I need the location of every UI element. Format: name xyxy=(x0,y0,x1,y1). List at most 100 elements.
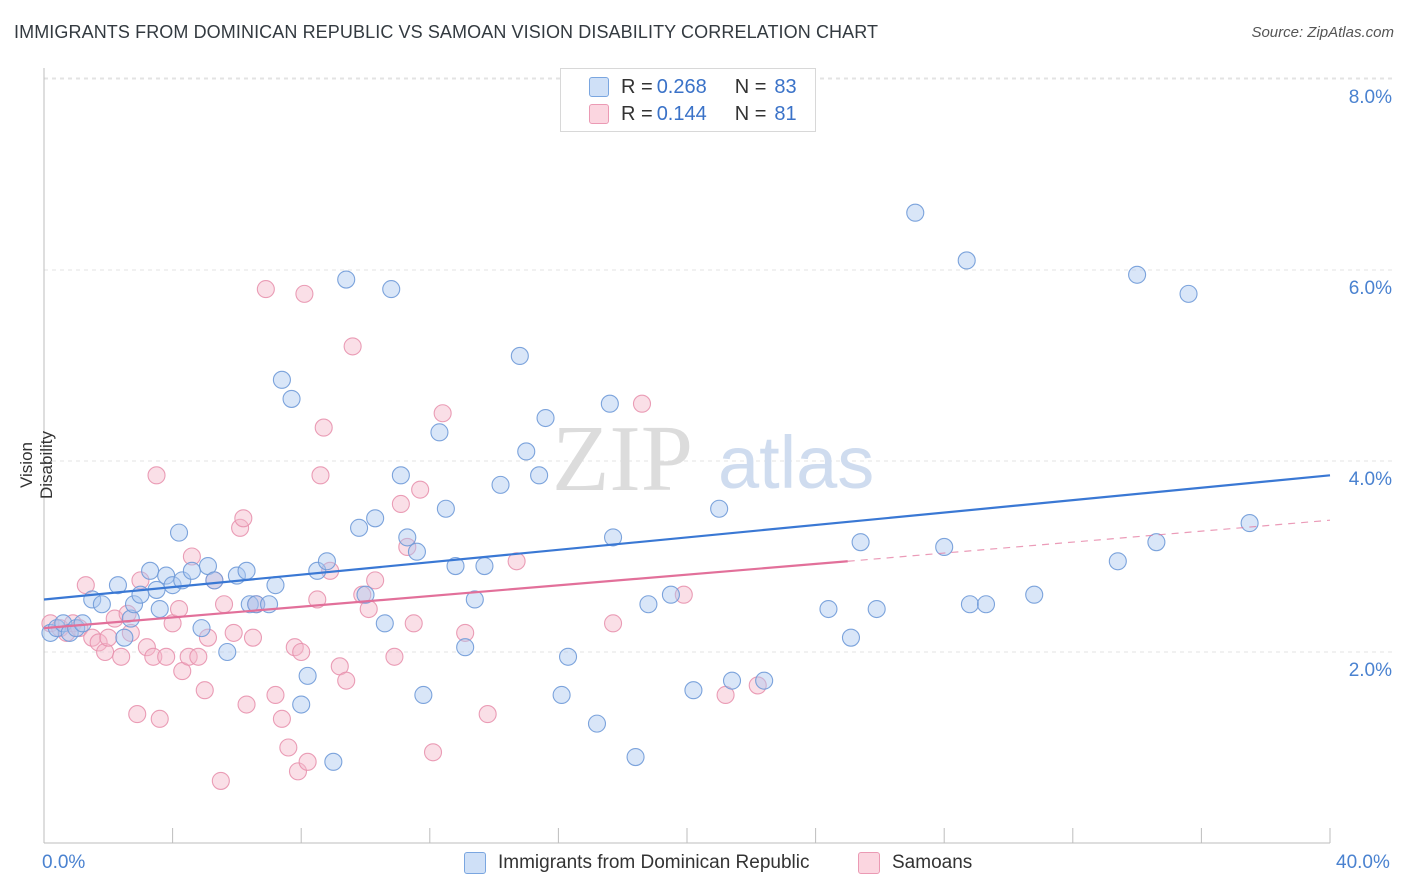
legend-row-dominican: R = 0.268 N = 83 xyxy=(589,75,797,99)
data-point xyxy=(192,619,211,638)
data-point xyxy=(366,509,385,528)
data-point xyxy=(1179,284,1198,303)
data-point xyxy=(195,681,214,700)
data-point xyxy=(295,284,314,303)
data-point xyxy=(112,647,131,666)
y-tick-4: 4.0% xyxy=(1348,469,1392,490)
data-point xyxy=(118,604,137,623)
data-point xyxy=(169,599,189,619)
data-point xyxy=(218,642,237,662)
data-point xyxy=(256,280,275,299)
watermark-atlas: atlas xyxy=(718,421,874,504)
data-point xyxy=(587,714,607,733)
data-point xyxy=(510,346,529,366)
data-point xyxy=(530,466,549,485)
data-point xyxy=(288,762,308,781)
data-point xyxy=(243,628,263,647)
data-point xyxy=(298,752,317,771)
data-point xyxy=(404,614,423,633)
legend-label: Samoans xyxy=(892,852,973,873)
data-point xyxy=(1128,265,1147,284)
y-tick-2: 2.0% xyxy=(1348,660,1392,681)
data-point xyxy=(169,523,189,542)
data-point xyxy=(308,590,327,609)
data-point xyxy=(214,595,234,614)
r-value: 0.144 xyxy=(656,102,707,125)
trend-line-dominican xyxy=(43,474,1331,601)
data-point xyxy=(324,752,343,771)
data-point xyxy=(604,528,623,547)
data-point xyxy=(272,709,291,728)
data-point xyxy=(240,595,259,614)
data-point xyxy=(1147,533,1166,552)
data-point xyxy=(475,556,494,576)
data-point xyxy=(150,709,169,728)
data-point xyxy=(179,647,198,666)
data-point xyxy=(867,599,886,619)
data-point xyxy=(141,561,160,580)
data-point xyxy=(398,537,417,557)
data-point xyxy=(430,423,449,442)
data-point xyxy=(343,337,362,356)
data-point xyxy=(465,590,484,609)
data-point xyxy=(423,743,443,762)
data-point xyxy=(491,475,510,494)
data-point xyxy=(292,642,311,662)
data-point xyxy=(198,628,218,647)
legend-row-samoans: R = 0.144 N = 81 xyxy=(589,102,797,126)
data-point xyxy=(237,695,256,714)
data-point xyxy=(211,771,230,790)
data-point xyxy=(311,466,330,485)
data-point xyxy=(841,628,861,647)
axes xyxy=(43,68,1331,844)
data-point xyxy=(819,599,838,619)
legend-swatch-blue xyxy=(464,852,486,874)
data-point xyxy=(446,556,465,576)
data-point xyxy=(375,614,394,633)
data-point xyxy=(1240,514,1259,533)
data-point xyxy=(414,685,433,705)
data-point xyxy=(456,638,475,657)
data-point xyxy=(157,647,176,666)
source-label: Source: ZipAtlas.com xyxy=(1251,24,1394,41)
data-point xyxy=(231,518,250,537)
data-point xyxy=(224,623,243,642)
data-point xyxy=(89,633,108,652)
data-point xyxy=(350,518,369,537)
data-point xyxy=(317,552,336,571)
data-point xyxy=(115,628,134,647)
data-point xyxy=(182,561,201,580)
data-point xyxy=(121,609,140,628)
data-point xyxy=(92,595,111,614)
data-point xyxy=(433,404,452,423)
data-point xyxy=(366,571,385,590)
data-point xyxy=(298,666,317,685)
data-point xyxy=(182,547,201,566)
data-point xyxy=(234,509,253,528)
data-point xyxy=(128,705,147,724)
data-point xyxy=(282,389,301,408)
data-point xyxy=(661,585,680,604)
n-value: 83 xyxy=(774,75,797,98)
watermark: ZIP atlas xyxy=(552,407,874,511)
data-point xyxy=(674,585,693,604)
legend-swatch-pink xyxy=(858,852,880,874)
legend-label: Immigrants from Dominican Republic xyxy=(498,852,810,873)
r-value: 0.268 xyxy=(656,75,707,98)
data-point xyxy=(755,671,774,690)
data-point xyxy=(935,537,954,557)
data-point xyxy=(398,528,417,547)
data-point xyxy=(1025,585,1044,604)
data-point xyxy=(600,394,619,413)
legend-item-dominican: Immigrants from Dominican Republic xyxy=(464,852,810,874)
data-point xyxy=(266,685,285,705)
data-point xyxy=(279,738,298,757)
trend-line-samoans xyxy=(43,560,848,630)
data-point xyxy=(851,533,870,552)
legend-item-samoans: Samoans xyxy=(858,852,972,874)
data-point xyxy=(684,681,703,700)
data-point xyxy=(960,595,979,614)
data-point xyxy=(385,647,404,666)
y-tick-6: 6.0% xyxy=(1348,278,1392,299)
